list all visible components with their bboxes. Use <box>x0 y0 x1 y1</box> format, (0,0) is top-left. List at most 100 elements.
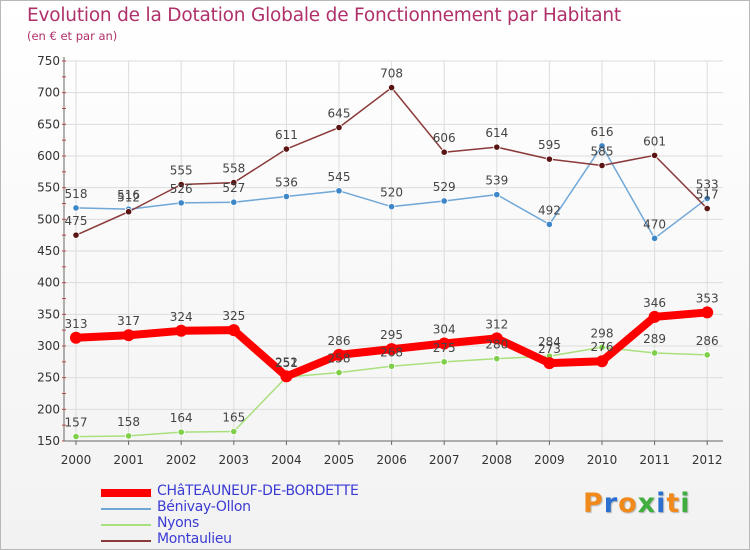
x-tick-label: 2011 <box>639 453 670 467</box>
data-label: 304 <box>433 322 456 336</box>
x-tick-label: 2003 <box>219 453 250 467</box>
data-point <box>125 208 133 216</box>
data-point <box>177 180 185 189</box>
axis-layer: 150 200 250 300 350 400 450 500 550 600 650 700 750 2… <box>37 54 723 467</box>
x-tick-label: 2008 <box>482 453 513 467</box>
data-point <box>440 197 448 205</box>
data-label: 520 <box>380 186 403 200</box>
data-label: 529 <box>433 180 456 194</box>
legend-label: Nyons <box>157 515 199 531</box>
data-label: 251 <box>275 356 298 370</box>
legend-label: CHâTEAUNEUF-DE-BORDETTE <box>157 483 359 499</box>
data-label: 312 <box>485 317 508 331</box>
data-label: 346 <box>643 296 666 310</box>
data-point <box>490 332 503 345</box>
data-label: 470 <box>643 217 666 231</box>
data-point <box>280 370 293 383</box>
data-point <box>703 351 711 359</box>
y-tick-label: 350 <box>37 307 60 321</box>
x-tick-label: 2004 <box>271 453 302 467</box>
data-label: 280 <box>485 338 508 352</box>
data-point <box>543 357 556 370</box>
logo-letter: r <box>603 488 619 519</box>
y-tick-label: 550 <box>37 181 60 195</box>
data-label: 512 <box>117 191 140 205</box>
data-label: 158 <box>117 415 140 429</box>
data-label: 258 <box>328 352 351 366</box>
legend-label: Bénivay-Ollon <box>157 499 251 515</box>
data-point <box>440 148 448 156</box>
label-layer: 518 516 526 527 536 545 520 529 539 492 616 470 533 1… <box>65 67 719 430</box>
data-label: 645 <box>328 107 351 121</box>
data-label: 324 <box>170 310 193 324</box>
data-point <box>177 199 185 207</box>
legend-swatch <box>101 508 151 510</box>
x-tick-label: 2010 <box>587 453 618 467</box>
y-tick-label: 250 <box>37 371 60 385</box>
data-point <box>598 161 606 170</box>
data-label: 286 <box>328 334 351 348</box>
data-point <box>177 428 185 436</box>
series-layer <box>70 84 714 441</box>
data-label: 611 <box>275 128 298 142</box>
data-point <box>385 343 398 356</box>
logo-letter: x <box>637 488 657 519</box>
data-point <box>701 306 714 319</box>
data-label: 708 <box>380 67 403 81</box>
data-label: 518 <box>65 187 88 201</box>
x-tick-label: 2002 <box>166 453 197 467</box>
data-label: 313 <box>65 317 88 331</box>
data-point <box>282 192 290 201</box>
data-point <box>230 179 238 187</box>
x-tick-label: 2012 <box>692 453 723 467</box>
data-point <box>493 143 501 151</box>
logo-letter: P <box>583 488 604 519</box>
data-label: 325 <box>222 309 245 323</box>
data-point <box>282 145 290 153</box>
y-tick-label: 400 <box>37 276 60 290</box>
data-label: 252 <box>275 355 298 369</box>
x-tick-label: 2007 <box>429 453 460 467</box>
data-point <box>598 343 606 351</box>
data-label: 276 <box>591 340 614 354</box>
data-point <box>440 358 448 366</box>
data-point <box>122 329 135 342</box>
x-tick-label: 2001 <box>113 453 144 467</box>
data-label: 165 <box>222 411 245 425</box>
data-label: 475 <box>65 214 88 228</box>
data-point <box>335 123 343 132</box>
data-label: 157 <box>65 416 88 430</box>
data-point <box>70 331 82 344</box>
data-point <box>230 198 238 206</box>
data-label: 585 <box>591 145 614 159</box>
data-label: 517 <box>696 188 719 202</box>
y-tick-label: 750 <box>37 54 60 68</box>
logo-letter: i <box>680 488 691 519</box>
data-point <box>545 155 554 163</box>
y-tick-label: 500 <box>37 212 60 226</box>
x-tick-label: 2005 <box>324 453 355 467</box>
grid-layer <box>64 60 723 442</box>
data-point <box>387 84 396 92</box>
data-point <box>703 204 711 213</box>
data-label: 536 <box>275 176 298 190</box>
data-point <box>227 324 240 337</box>
y-tick-label: 300 <box>37 339 60 353</box>
x-tick-label: 2009 <box>534 453 565 467</box>
legend-swatch <box>101 489 151 497</box>
data-point <box>650 349 659 357</box>
y-tick-label: 200 <box>37 402 60 416</box>
data-label: 527 <box>222 181 245 195</box>
chart-title: Evolution de la Dotation Globale de Fonc… <box>27 5 621 26</box>
x-tick-label: 2000 <box>61 453 92 467</box>
data-label: 526 <box>170 182 193 196</box>
logo-letter: t <box>666 488 681 519</box>
data-label: 317 <box>117 314 140 328</box>
x-tick-label: 2006 <box>376 453 407 467</box>
data-label: 298 <box>591 326 614 340</box>
data-point <box>230 427 238 436</box>
data-point <box>175 324 188 337</box>
data-point <box>387 362 396 370</box>
